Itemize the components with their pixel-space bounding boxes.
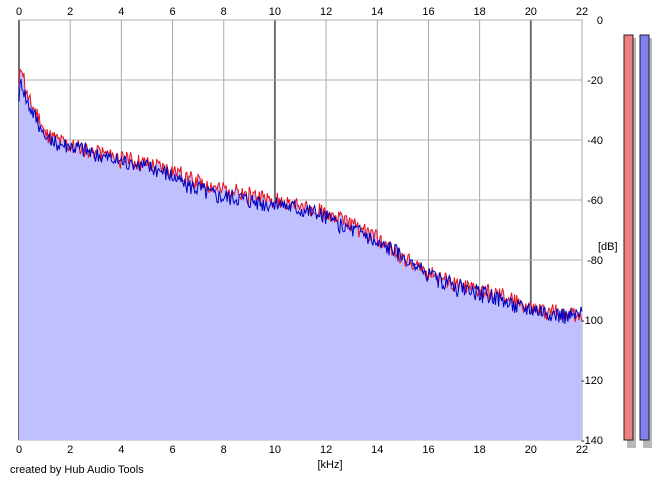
x-tick-label: 14 [371,6,383,18]
y-tick-label: -80 [587,255,603,267]
x-tick-label: 22 [576,6,588,18]
x-tick-label: 20 [525,6,537,18]
x-tick-label: 10 [269,444,281,456]
x-tick-label: 14 [371,444,383,456]
x-tick-label: 4 [118,444,124,456]
footer-credit: created by Hub Audio Tools [10,464,144,476]
y-tick-label: -120 [581,375,603,387]
series-red-line [18,67,583,323]
x-tick-label: 0 [16,6,22,18]
x-tick-label: 0 [16,444,22,456]
x-tick-label: 20 [525,444,537,456]
series-blue-line [18,78,583,325]
x-axis-label: [kHz] [317,459,342,471]
x-tick-label: 22 [576,444,588,456]
y-tick-label: -100 [581,315,603,327]
x-tick-label: 16 [422,6,434,18]
y-tick-label: -40 [587,135,603,147]
x-tick-label: 18 [474,6,486,18]
x-tick-label: 6 [169,6,175,18]
x-tick-label: 8 [221,6,227,18]
y-tick-label: -140 [581,435,603,447]
level-meter-bar [639,34,650,441]
x-tick-label: 2 [67,6,73,18]
x-tick-label: 4 [118,6,124,18]
x-tick-label: 12 [320,444,332,456]
x-tick-label: 16 [422,444,434,456]
y-axis-label: [dB] [598,241,618,253]
x-tick-label: 6 [169,444,175,456]
level-meters [623,34,652,448]
level-meter-bar [623,34,634,441]
y-tick-label: -20 [587,75,603,87]
x-tick-labels-top: 0 2 4 6 8 10 12 14 16 18 20 22 [16,6,588,18]
x-tick-labels-bottom: 0 2 4 6 8 10 12 14 16 18 20 22 [16,444,588,456]
y-tick-label: 0 [597,15,603,27]
y-tick-labels: 0 -20 -40 -60 -80 -100 -120 -140 [581,15,603,447]
x-tick-label: 12 [320,6,332,18]
x-tick-label: 18 [474,444,486,456]
x-tick-label: 10 [269,6,281,18]
x-tick-label: 2 [67,444,73,456]
x-tick-label: 8 [221,444,227,456]
y-tick-label: -60 [587,195,603,207]
